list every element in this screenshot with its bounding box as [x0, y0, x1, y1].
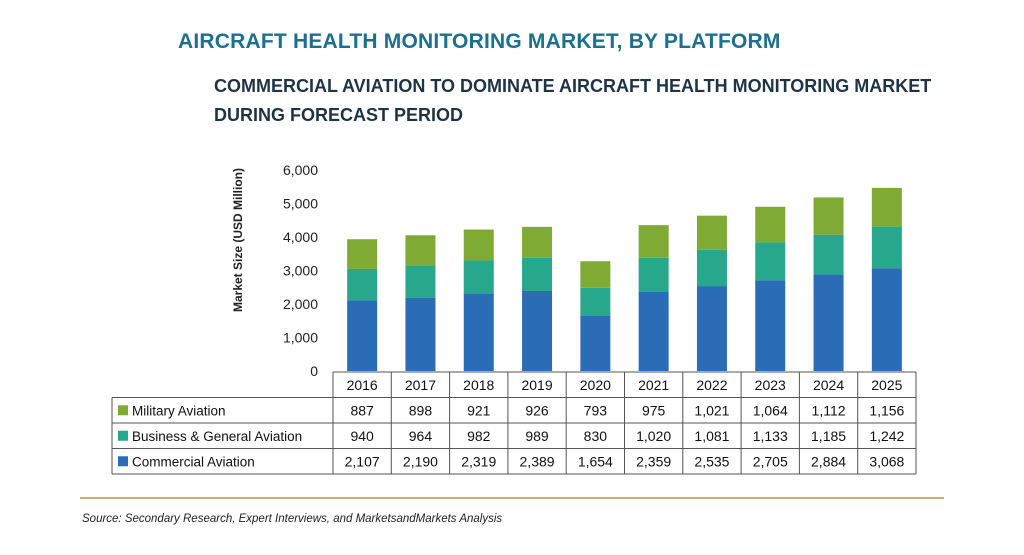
bar-segment	[871, 226, 902, 269]
bar-segment	[463, 260, 494, 294]
bar-segment	[522, 257, 553, 291]
legend-swatch	[118, 405, 128, 416]
bar-segment	[580, 315, 611, 371]
data-label: 2,319	[461, 453, 496, 469]
bar-segment	[580, 287, 611, 316]
legend-label: Military Aviation	[132, 403, 226, 418]
bar-segment	[638, 291, 669, 371]
x-tick-label: 2022	[696, 377, 727, 393]
y-tick-label: 1,000	[283, 330, 318, 346]
x-tick-label: 2024	[813, 377, 844, 393]
bar-segment	[696, 215, 727, 250]
bar-segment	[755, 242, 786, 281]
bar-segment	[871, 268, 902, 371]
data-label: 2,107	[345, 453, 380, 469]
data-label: 2,359	[636, 453, 671, 469]
data-label: 1,021	[694, 402, 729, 418]
legend-label: Business & General Aviation	[132, 429, 302, 444]
bar-segment	[755, 280, 786, 371]
x-tick-label: 2017	[405, 377, 436, 393]
chart-title: AIRCRAFT HEALTH MONITORING MARKET, BY PL…	[178, 30, 781, 53]
bar-segment	[405, 297, 436, 371]
bar-segment	[347, 239, 378, 269]
bar-segment	[638, 257, 669, 292]
x-tick-label: 2018	[463, 377, 494, 393]
data-label: 1,064	[753, 402, 788, 418]
x-tick-label: 2021	[638, 377, 669, 393]
data-table: 2016 2017 2018 2019 2020 2021 2022 2023 2024 2025…	[111, 371, 917, 475]
x-tick-label: 2020	[580, 377, 611, 393]
legend-swatch	[118, 456, 128, 467]
bar-segment	[405, 235, 436, 266]
bar-segment	[813, 234, 844, 275]
bar-segment	[522, 290, 553, 371]
bars	[347, 187, 902, 371]
data-label: 1,654	[578, 453, 613, 469]
y-tick-label: 3,000	[283, 263, 318, 279]
x-tick-label: 2023	[755, 377, 786, 393]
bar-segment	[813, 197, 844, 235]
bar-segment	[347, 300, 378, 371]
data-label: 2,535	[694, 453, 729, 469]
y-tick-label: 0	[310, 363, 318, 379]
y-tick-label: 5,000	[283, 196, 318, 212]
y-axis-ticks: 0 1,000 2,000 3,000 4,000 5,000 6,000	[283, 162, 318, 379]
bar-segment	[813, 274, 844, 371]
data-label: 1,133	[753, 428, 788, 444]
data-label: 1,185	[811, 428, 846, 444]
data-label: 2,705	[753, 453, 788, 469]
bar-segment	[405, 265, 436, 298]
data-label: 921	[467, 402, 491, 418]
bar-segment	[347, 268, 378, 301]
data-label: 982	[467, 428, 491, 444]
data-label: 2,190	[403, 453, 438, 469]
source-note: Source: Secondary Research, Expert Inter…	[82, 513, 503, 525]
data-label: 830	[584, 428, 608, 444]
data-label: 1,112	[812, 402, 846, 418]
bar-segment	[463, 229, 494, 261]
y-tick-label: 6,000	[283, 162, 318, 178]
bar-segment	[871, 187, 902, 227]
x-tick-label: 2019	[521, 377, 552, 393]
data-label: 1,242	[869, 428, 904, 444]
bar-segment	[522, 226, 553, 258]
y-axis-label: Market Size (USD Million)	[231, 168, 245, 312]
data-label: 898	[409, 402, 433, 418]
bar-segment	[463, 293, 494, 371]
y-tick-label: 4,000	[283, 229, 318, 245]
data-label: 3,068	[869, 453, 904, 469]
bar-segment	[755, 206, 786, 243]
y-tick-label: 2,000	[283, 296, 318, 312]
data-label: 887	[350, 402, 374, 418]
bar-segment	[580, 261, 611, 288]
data-label: 940	[350, 428, 374, 444]
bar-segment	[638, 225, 669, 258]
x-tick-label: 2016	[347, 377, 378, 393]
data-label: 1,081	[694, 428, 729, 444]
data-label: 1,156	[869, 402, 904, 418]
data-label: 989	[525, 428, 549, 444]
bar-segment	[696, 286, 727, 371]
x-tick-label: 2025	[871, 377, 902, 393]
legend-swatch	[118, 430, 128, 441]
legend-label: Commercial Aviation	[132, 454, 255, 469]
data-label: 975	[642, 402, 666, 418]
data-label: 793	[584, 402, 608, 418]
data-label: 1,020	[636, 428, 671, 444]
data-label: 926	[525, 402, 549, 418]
footer-divider	[80, 497, 944, 499]
chart-subtitle: COMMERCIAL AVIATION TO DOMINATE AIRCRAFT…	[214, 76, 932, 125]
data-label: 2,884	[811, 453, 846, 469]
data-label: 2,389	[520, 453, 555, 469]
data-label: 964	[409, 428, 433, 444]
bar-segment	[696, 249, 727, 287]
